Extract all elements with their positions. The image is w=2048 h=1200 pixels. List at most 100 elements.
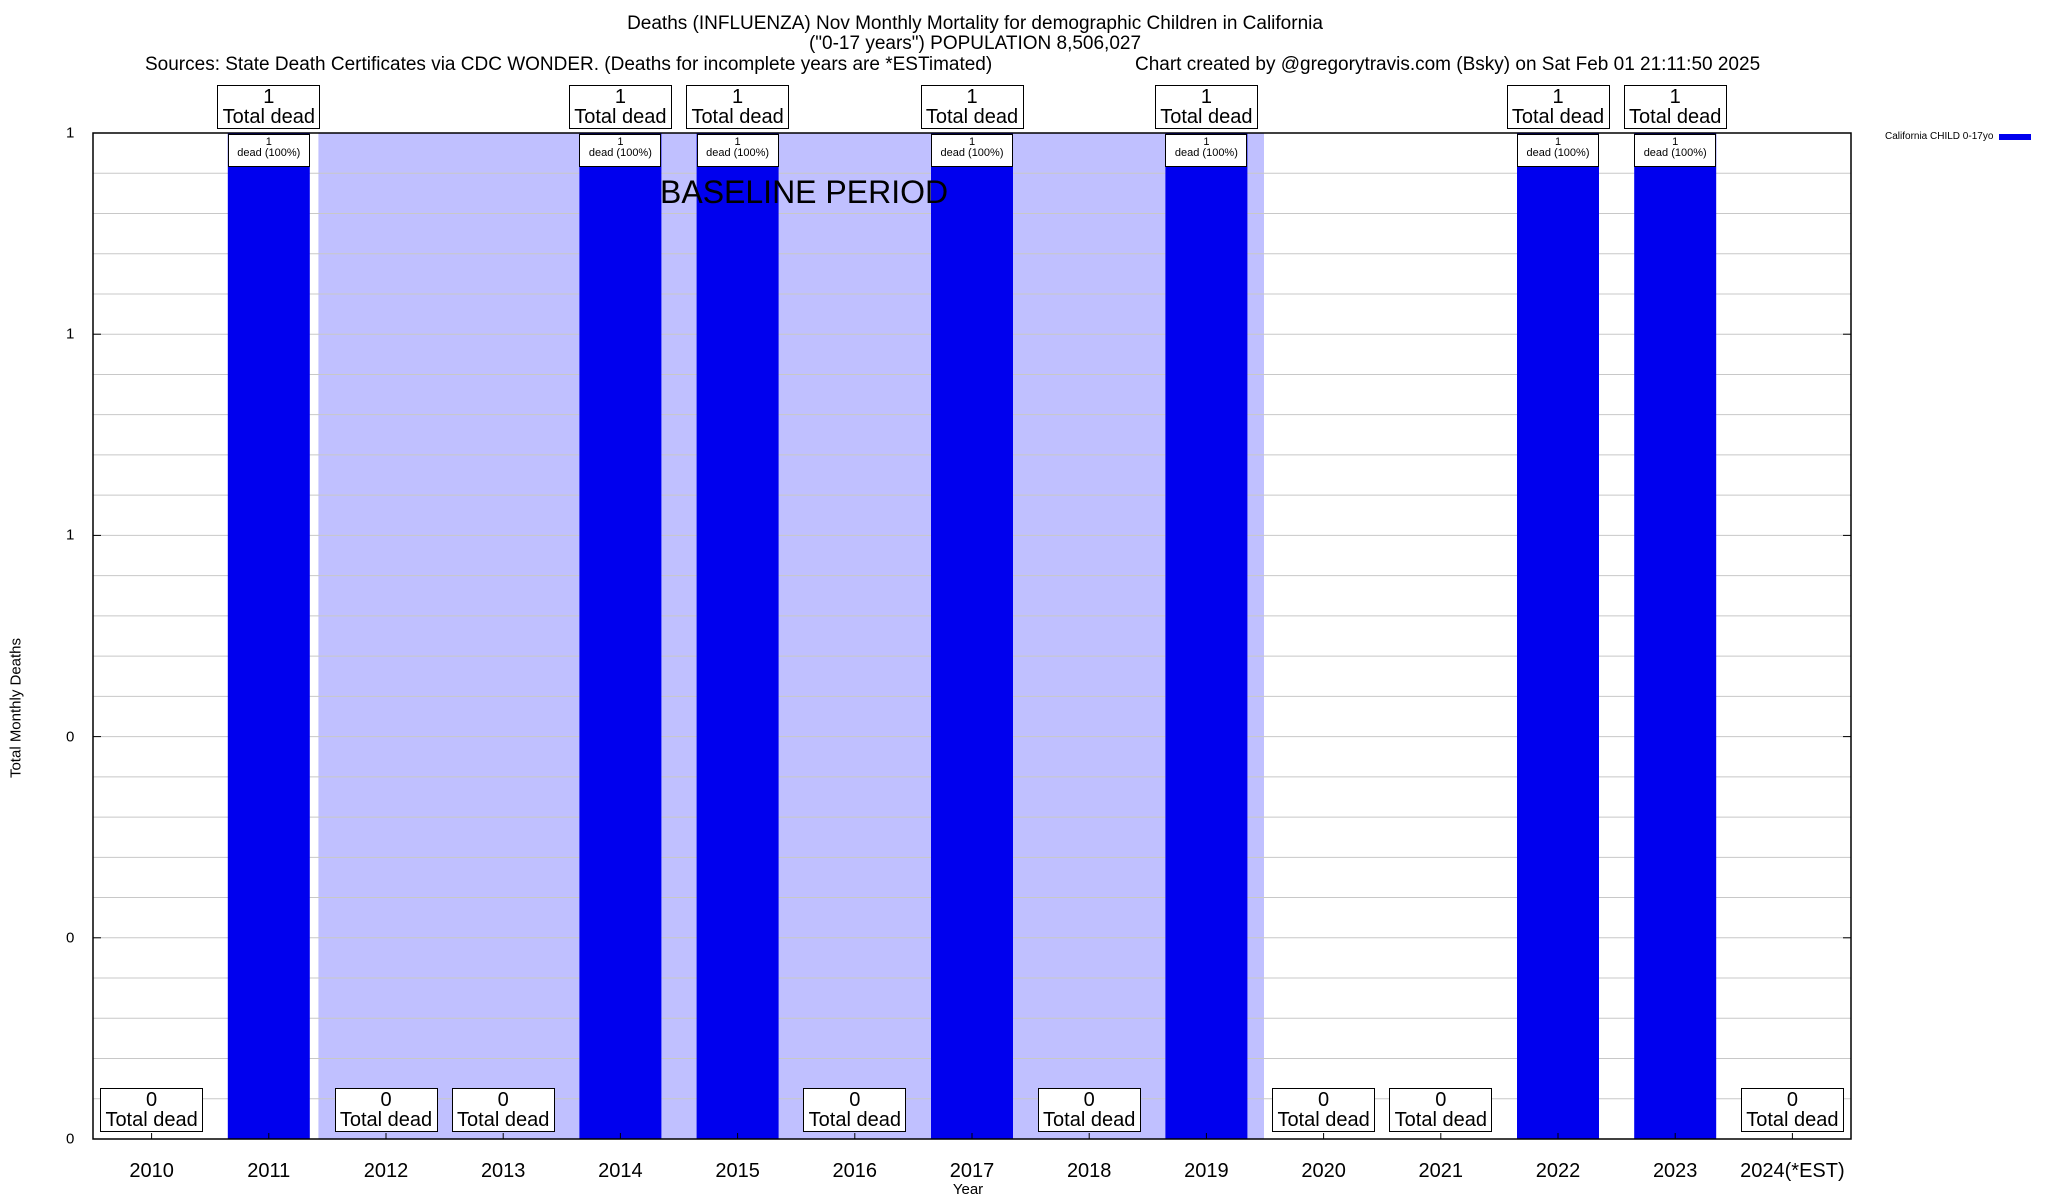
total-dead-text: Total dead [1277,1109,1370,1131]
bar-inner-text: dead (100%) [1643,147,1707,159]
chart-title: Deaths (INFLUENZA) Nov Monthly Mortality… [627,13,1323,34]
total-dead-text: Total dead [1160,106,1253,128]
data-bar [1165,133,1248,1139]
total-dead-count: 1 [614,86,626,108]
y-tick-label: 0 [66,728,75,746]
chart-title-block: Deaths (INFLUENZA) Nov Monthly Mortality… [0,14,1950,54]
total-dead-count: 0 [1318,1089,1330,1111]
bar-inner-text: dead (100%) [588,147,652,159]
x-tick-label: 2019 [1184,1160,1229,1182]
bar-inner-text: dead (100%) [940,147,1004,159]
total-dead-count: 0 [380,1089,392,1111]
total-dead-label: 0 Total dead [451,1088,555,1132]
y-tick-label: 1 [66,526,75,544]
total-dead-label: 1 Total dead [1623,85,1727,129]
x-tick-label: 2013 [480,1160,526,1182]
x-tick-label: 2023 [1652,1160,1698,1182]
total-dead-text: Total dead [574,106,667,128]
total-dead-text: Total dead [1394,1109,1487,1131]
total-dead-text: Total dead [925,106,1019,128]
total-dead-label: 0 Total dead [1037,1088,1141,1132]
x-tick-label: 2010 [129,1160,174,1182]
total-dead-count: 1 [1552,86,1564,108]
total-dead-count: 1 [966,86,978,108]
x-tick-label: 2016 [832,1160,878,1182]
total-dead-label: 0 Total dead [1389,1088,1493,1132]
bar-inner-count: 1 [1203,136,1210,148]
total-dead-text: Total dead [1746,1109,1839,1131]
x-tick-label: 2011 [247,1160,291,1182]
y-tick-label: 0 [66,1130,75,1148]
total-dead-count: 0 [146,1089,158,1111]
total-dead-text: Total dead [457,1109,550,1131]
x-tick-label: 2021 [1418,1160,1464,1182]
total-dead-label: 1 Total dead [686,85,790,129]
y-tick-label: 0 [66,929,75,947]
bar-inner-text: dead (100%) [706,147,770,159]
total-dead-text: Total dead [808,1109,901,1131]
data-bar [1634,133,1717,1139]
x-tick-label: 2020 [1301,1160,1346,1182]
bar-inner-count: 1 [617,136,624,148]
total-dead-label: 0 Total dead [803,1088,907,1132]
total-dead-count: 0 [1083,1089,1095,1111]
chart-subtitle: ("0-17 years") POPULATION 8,506,027 [808,33,1142,54]
baseline-period-label: BASELINE PERIOD [660,174,949,210]
total-dead-text: Total dead [339,1109,433,1131]
bar-inner-label: 1 dead (100%) [227,134,310,167]
x-tick-label: 2017 [949,1160,995,1182]
x-axis-label: Year [952,1181,984,1198]
total-dead-count: 1 [263,86,275,108]
bar-inner-label: 1 dead (100%) [579,134,662,167]
bar-inner-label: 1 dead (100%) [931,134,1013,167]
total-dead-count: 1 [1669,86,1681,108]
chart-credit: Chart created by @gregorytravis.com (Bsk… [1135,54,1761,75]
bar-inner-label: 1 dead (100%) [1517,134,1599,167]
x-tick-label: 2012 [363,1160,409,1182]
baseline-period-band [318,133,1264,1139]
total-dead-count: 0 [849,1089,861,1111]
total-dead-text: Total dead [222,106,315,128]
data-bar [931,133,1013,1139]
bar-inner-count: 1 [734,136,741,148]
y-axis-label: Total Monthly Deaths [7,637,25,779]
x-tick-label: 2014 [598,1160,643,1182]
total-dead-text: Total dead [105,1109,198,1131]
bar-inner-count: 1 [1672,136,1679,148]
legend: California CHILD 0-17yo [1885,131,2032,142]
total-dead-label: 0 Total dead [334,1088,438,1132]
bar-inner-text: dead (100%) [1174,147,1238,159]
total-dead-text: Total dead [1629,106,1722,128]
bar-inner-label: 1 dead (100%) [696,134,779,167]
bar-inner-label: 1 dead (100%) [1634,134,1717,167]
total-dead-count: 0 [1786,1089,1798,1111]
x-tick-label: 2022 [1535,1160,1581,1182]
total-dead-label: 0 Total dead [1272,1088,1376,1132]
chart-sources: Sources: State Death Certificates via CD… [145,54,993,75]
data-bar [579,133,662,1139]
total-dead-count: 0 [1435,1089,1447,1111]
total-dead-text: Total dead [1511,106,1605,128]
total-dead-label: 1 Total dead [568,85,672,129]
total-dead-label: 1 Total dead [1506,85,1610,129]
total-dead-count: 0 [497,1089,509,1111]
legend-label: California CHILD 0-17yo [1885,131,1994,142]
total-dead-label: 1 Total dead [920,85,1024,129]
x-tick-label: 2018 [1066,1160,1112,1182]
x-tick-label: 2024(*EST) [1740,1160,1845,1182]
bar-inner-count: 1 [968,136,976,148]
bar-inner-text: dead (100%) [1526,147,1590,159]
total-dead-text: Total dead [691,106,784,128]
x-tick-label: 2015 [715,1160,760,1182]
bar-inner-text: dead (100%) [237,147,301,159]
y-tick-label: 1 [66,124,75,142]
total-dead-count: 1 [1200,86,1212,108]
data-bar [1517,133,1599,1139]
legend-swatch [1999,133,2032,140]
data-bar [227,133,310,1139]
bar-inner-count: 1 [265,136,272,148]
total-dead-label: 1 Total dead [217,85,321,129]
total-dead-text: Total dead [1043,1109,1136,1131]
y-tick-label: 1 [66,325,75,343]
